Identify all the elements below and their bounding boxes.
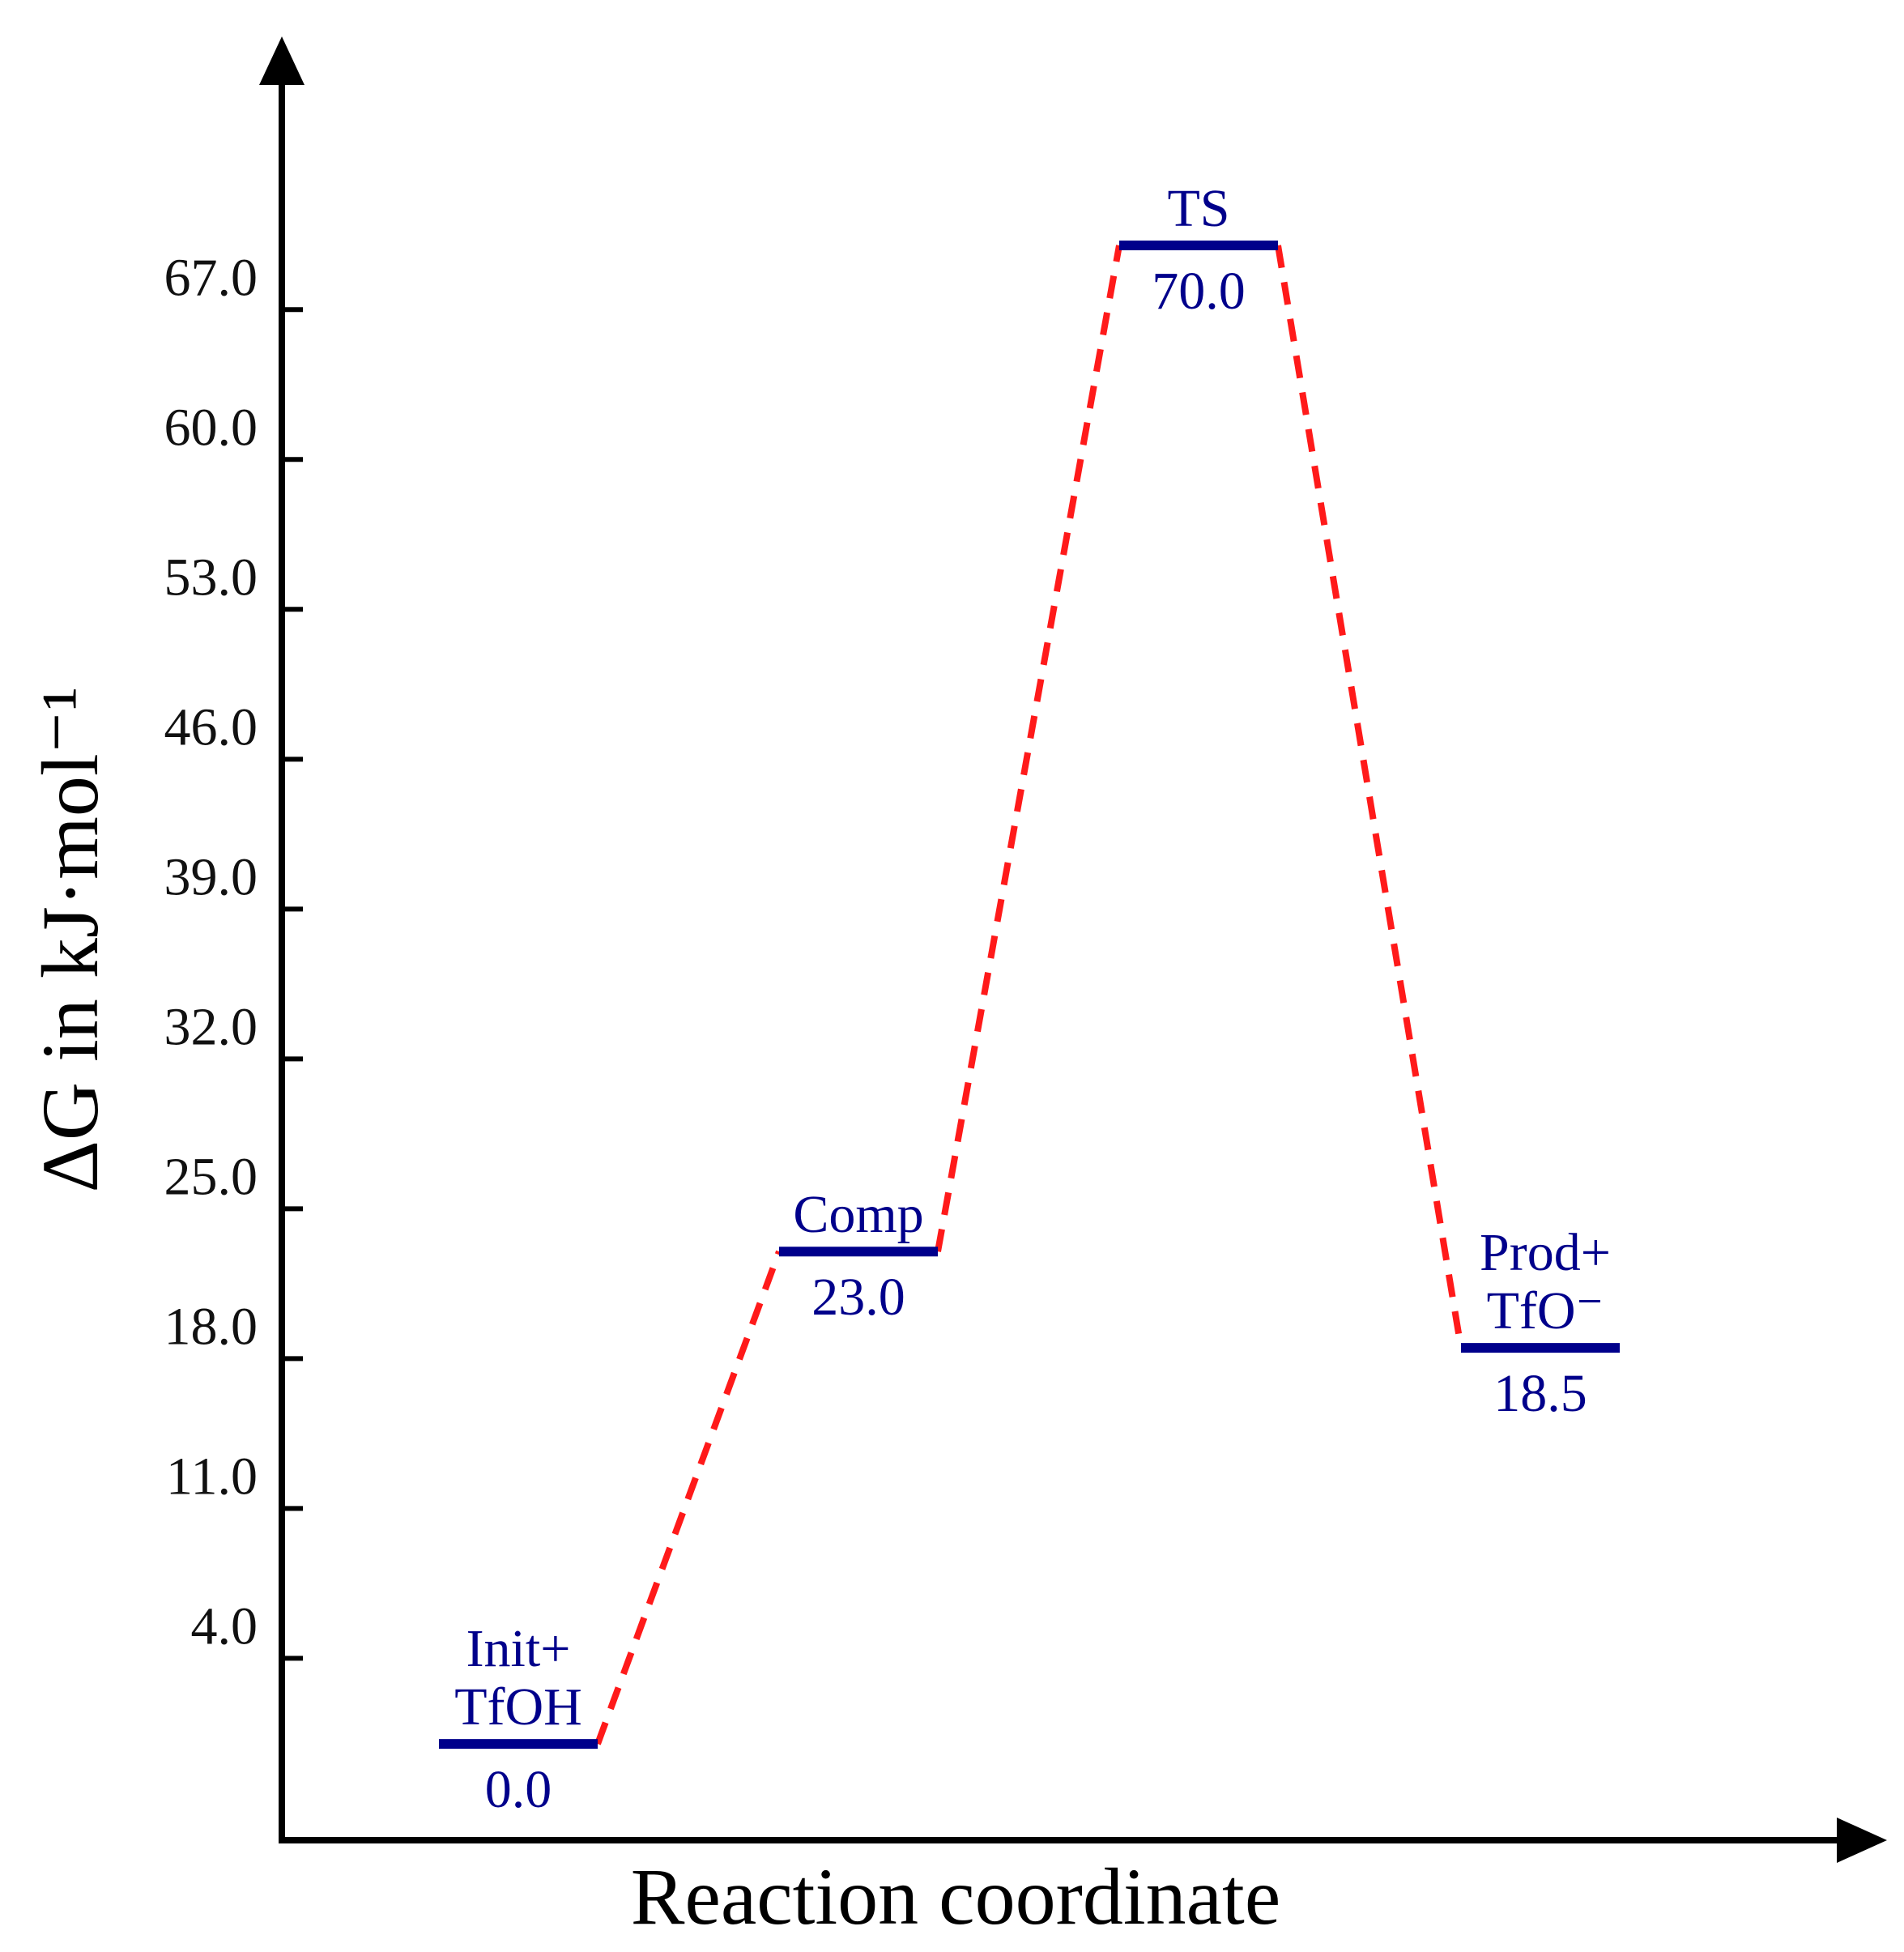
y-tick-label: 39.0 [164, 847, 258, 906]
state-name-label: TfO⁻ [1487, 1281, 1604, 1340]
connector-dashed-line [594, 1250, 782, 1745]
axes-group [259, 36, 1887, 1863]
y-tick-label: 18.0 [164, 1297, 258, 1356]
y-tick-label: 53.0 [164, 548, 258, 607]
levels-group: 0.0 Init+TfOH 23.0 Comp 70.0 TS 18.5 Prod+TfO⁻ [439, 179, 1620, 1819]
connectors-group [594, 245, 1464, 1745]
connector-dashed-line [1275, 245, 1464, 1349]
energy-value-label: 70.0 [1152, 262, 1246, 321]
y-tick-label: 60.0 [164, 398, 258, 457]
state-name-label: Comp [793, 1185, 923, 1244]
x-axis-arrow [1837, 1818, 1887, 1863]
y-tick-label: 67.0 [164, 248, 258, 307]
y-tick-label: 4.0 [191, 1596, 258, 1656]
energy-value-label: 0.0 [485, 1760, 552, 1819]
x-axis-title: Reaction coordinate [631, 1852, 1280, 1941]
state-name-label: Prod+ [1480, 1223, 1611, 1282]
y-tick-label: 11.0 [166, 1447, 258, 1506]
connector-dashed-line [935, 245, 1122, 1252]
energy-value-label: 18.5 [1493, 1364, 1587, 1423]
y-axis-arrow [259, 36, 305, 85]
y-axis-title: ΔG in kJ·mol⁻¹ [25, 687, 115, 1193]
state-name-label: Init+ [466, 1619, 571, 1678]
state-name-label: TS [1167, 179, 1229, 238]
state-name-label: TfOH [454, 1677, 582, 1737]
y-tick-label: 32.0 [164, 997, 258, 1056]
y-tick-label: 25.0 [164, 1147, 258, 1206]
y-tick-label: 46.0 [164, 697, 258, 757]
energy-value-label: 23.0 [811, 1268, 905, 1327]
y-ticks-group: 4.0 11.0 18.0 25.0 32.0 39.0 46.0 53.0 60.0 67.0 [164, 248, 303, 1661]
